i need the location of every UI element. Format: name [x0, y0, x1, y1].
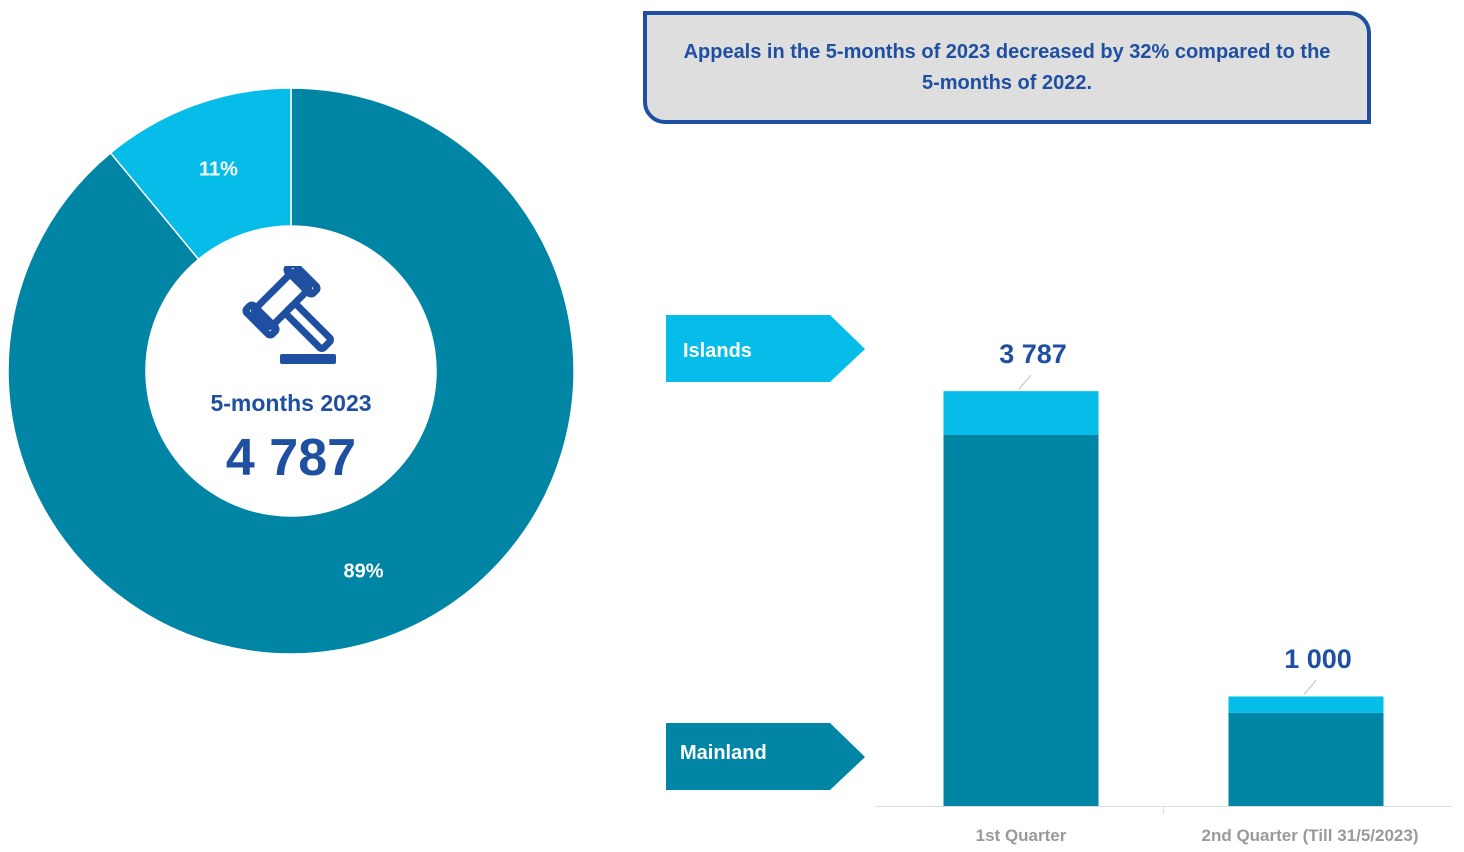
bar-mainland-1 [943, 434, 1099, 806]
x-tick-label-2: 2nd Quarter (Till 31/5/2023) [1201, 826, 1419, 845]
callout-text: Appeals in the 5-months of 2023 decrease… [683, 40, 1331, 94]
callout-box: Appeals in the 5-months of 2023 decrease… [643, 11, 1371, 124]
bar-islands-1 [943, 391, 1099, 435]
bar-islands-2 [1228, 696, 1384, 713]
stacked-bar-chart [875, 374, 1452, 814]
mainland-legend-label: Mainland [680, 742, 767, 764]
donut-label-islands: 11% [199, 158, 238, 181]
donut-label-mainland: 89% [343, 560, 384, 583]
bar-total-label-1: 3 787 [999, 339, 1067, 370]
bar-total-label-2: 1 000 [1284, 644, 1352, 675]
bar-mainland-2 [1228, 712, 1384, 806]
donut-center-title: 5-months 2023 [210, 390, 372, 416]
mainland-legend-arrow [666, 723, 865, 790]
gavel-icon [242, 266, 336, 364]
x-tick-label-1: 1st Quarter [975, 826, 1067, 845]
donut-center-total: 4 787 [225, 429, 357, 487]
islands-legend-arrow [666, 315, 865, 382]
donut-chart [7, 87, 575, 655]
donut-hole [146, 226, 436, 516]
total-leader-line-2 [1303, 680, 1317, 695]
total-leader-line-1 [1018, 374, 1032, 390]
islands-legend-label: Islands [683, 340, 752, 362]
